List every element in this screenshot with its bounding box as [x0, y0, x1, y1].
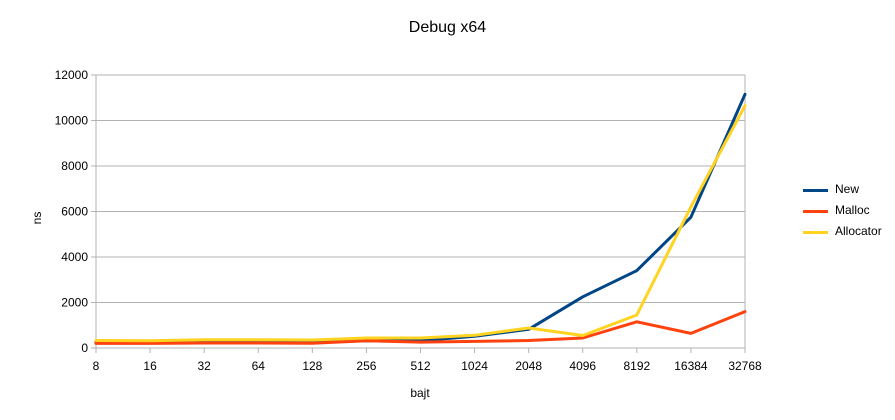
legend-label-new: New	[835, 182, 860, 196]
chart-title: Debug x64	[408, 19, 487, 36]
y-tick-label: 0	[81, 341, 88, 355]
x-tick-label: 16	[143, 359, 157, 373]
x-tick-label: 128	[302, 359, 322, 373]
y-tick-label: 12000	[55, 68, 89, 82]
y-tick-label: 6000	[61, 205, 88, 219]
grid-lines	[96, 74, 745, 349]
legend-swatch-malloc	[803, 210, 828, 213]
y-axis-ticks: 0 2000 4000 6000 8000 10000 12000	[55, 68, 96, 355]
x-tick-label: 256	[356, 359, 376, 373]
legend-label-allocator: Allocator	[835, 224, 882, 238]
x-tick-label: 64	[252, 359, 266, 373]
x-tick-label: 2048	[515, 359, 542, 373]
y-tick-label: 10000	[55, 114, 89, 128]
x-axis-label: bajt	[410, 386, 430, 400]
legend-label-malloc: Malloc	[835, 203, 870, 217]
series-line-allocator	[94, 104, 747, 343]
axes	[95, 75, 746, 348]
x-tick-label: 16384	[674, 359, 708, 373]
series-lines	[94, 92, 747, 345]
series-line-malloc	[94, 310, 747, 345]
y-axis-label: ns	[30, 211, 44, 225]
y-tick-label: 8000	[61, 159, 88, 173]
y-tick-label: 2000	[61, 296, 88, 310]
legend-swatch-allocator	[803, 231, 828, 234]
x-axis-ticks: 8 16 32 64 128 256 512 1024 2048 4096 8192 16384 327…	[93, 348, 762, 373]
y-tick-label: 4000	[61, 250, 88, 264]
x-tick-label: 512	[410, 359, 430, 373]
x-tick-label: 1024	[461, 359, 488, 373]
x-tick-label: 32768	[728, 359, 762, 373]
series-line-new	[94, 92, 747, 344]
x-tick-label: 8	[93, 359, 100, 373]
legend-swatch-new	[803, 189, 828, 192]
x-tick-label: 32	[197, 359, 211, 373]
x-tick-label: 8192	[623, 359, 650, 373]
x-tick-label: 4096	[569, 359, 596, 373]
